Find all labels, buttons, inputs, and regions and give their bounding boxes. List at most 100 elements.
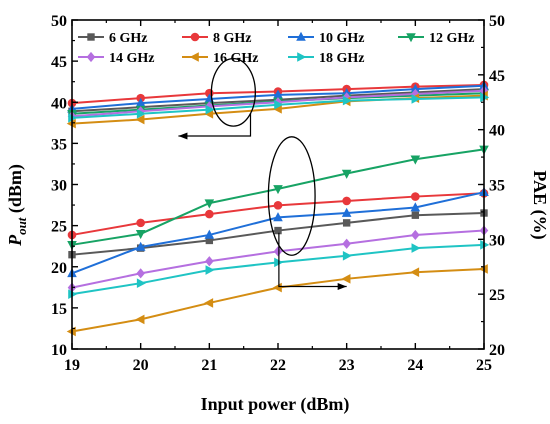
pae-point bbox=[273, 201, 283, 210]
pae-point bbox=[342, 219, 351, 227]
legend-item-5: 16 GHz bbox=[182, 51, 259, 66]
legend-item-2: 10 GHz bbox=[288, 31, 365, 46]
pout-point bbox=[411, 94, 421, 104]
legend-marker bbox=[86, 51, 96, 63]
pae-point bbox=[136, 268, 145, 279]
pae-point bbox=[410, 202, 421, 212]
y-right-tick-label: 35 bbox=[489, 178, 505, 195]
legend-item-0: 6 GHz bbox=[78, 31, 148, 46]
y-right-tick-label: 20 bbox=[489, 342, 505, 359]
pae-point bbox=[205, 256, 214, 267]
pae-point bbox=[204, 199, 215, 209]
x-tick-label: 22 bbox=[270, 357, 286, 374]
y-axis-title-right: PAE (%) bbox=[529, 170, 550, 239]
pae-point bbox=[341, 207, 352, 217]
pae-point bbox=[273, 246, 283, 257]
y-right-tick-label: 25 bbox=[489, 287, 505, 304]
axes: 19 20 21 22 23 24 2510152025303540455020253035… bbox=[51, 13, 505, 374]
pae-point bbox=[205, 265, 215, 275]
annotation-arrow-line bbox=[278, 232, 347, 288]
legend: 6 GHz 8 GHz 10 GHz 12 GHz 14 GHz 16 GHz 18 GHz bbox=[78, 31, 475, 66]
y-right-tick-label: 45 bbox=[489, 68, 505, 85]
legend-marker bbox=[297, 52, 307, 62]
legend-label: 8 GHz bbox=[213, 31, 252, 46]
annotation-0 bbox=[178, 58, 256, 140]
pout-point bbox=[135, 97, 146, 107]
annotation-ellipse bbox=[267, 136, 316, 256]
plot-frame bbox=[71, 19, 485, 350]
pae-point bbox=[273, 212, 283, 222]
legend-marker bbox=[189, 52, 199, 62]
legend-marker bbox=[190, 32, 200, 42]
pout-point bbox=[274, 99, 284, 110]
y-left-tick-label: 10 bbox=[51, 342, 67, 359]
pae-point bbox=[136, 218, 145, 228]
y-left-tick-label: 15 bbox=[51, 301, 67, 318]
y-axis-title-left-main: P bbox=[5, 234, 25, 247]
y-right-tick-label: 50 bbox=[489, 13, 505, 30]
annotation-arrowhead bbox=[337, 282, 347, 290]
pae-point bbox=[135, 241, 146, 251]
y-left-tick-label: 45 bbox=[51, 54, 67, 71]
pae-line-5 bbox=[71, 267, 485, 333]
legend-marker bbox=[296, 31, 306, 41]
pae-point bbox=[411, 211, 420, 219]
y-left-tick-label: 30 bbox=[51, 178, 67, 195]
x-tick-label: 19 bbox=[64, 357, 80, 374]
pae-point bbox=[274, 226, 282, 235]
legend-item-6: 18 GHz bbox=[288, 51, 365, 66]
legend-label: 12 GHz bbox=[429, 31, 475, 46]
legend-label: 14 GHz bbox=[109, 51, 155, 66]
pae-point bbox=[205, 236, 214, 245]
plot-area bbox=[66, 58, 490, 337]
annotation-1 bbox=[267, 136, 347, 290]
annotation-arrow-line bbox=[178, 113, 252, 137]
y-axis-title-left-suffix: (dBm) bbox=[5, 164, 26, 218]
pae-point bbox=[411, 243, 421, 253]
x-tick-label: 21 bbox=[201, 357, 217, 374]
legend-item-4: 14 GHz bbox=[78, 51, 155, 66]
legend-item-3: 12 GHz bbox=[398, 31, 475, 46]
y-left-tick-label: 50 bbox=[51, 13, 67, 30]
series-6 bbox=[68, 92, 490, 299]
pae-point bbox=[204, 229, 215, 239]
y-left-tick-label: 20 bbox=[51, 260, 67, 277]
y-left-tick-label: 25 bbox=[51, 219, 67, 236]
pout-point bbox=[136, 108, 146, 119]
pae-point bbox=[135, 230, 146, 240]
x-tick-label: 24 bbox=[407, 357, 423, 374]
pae-point bbox=[136, 278, 146, 288]
legend-marker bbox=[87, 33, 95, 41]
annotation-arrowhead bbox=[178, 132, 188, 140]
pae-point bbox=[272, 282, 282, 293]
pae-point bbox=[135, 314, 145, 325]
pae-point bbox=[342, 238, 351, 249]
y-axis-title-left: Pout (dBm) bbox=[5, 164, 29, 247]
pout-point bbox=[273, 89, 283, 99]
legend-label: 18 GHz bbox=[319, 51, 365, 66]
y-axis-title-left-sub: out bbox=[14, 217, 29, 235]
legend-label: 6 GHz bbox=[109, 31, 148, 46]
pae-point bbox=[204, 298, 214, 308]
pae-point bbox=[205, 209, 214, 219]
y-left-tick-label: 40 bbox=[51, 95, 67, 112]
y-right-tick-label: 30 bbox=[489, 232, 505, 249]
pae-point bbox=[411, 192, 420, 201]
annotation-ellipse bbox=[210, 58, 256, 127]
legend-label: 16 GHz bbox=[213, 51, 259, 66]
pae-point bbox=[411, 229, 420, 241]
pae-point bbox=[410, 155, 421, 165]
legend-item-1: 8 GHz bbox=[182, 31, 252, 46]
x-tick-label: 23 bbox=[339, 357, 355, 374]
y-left-tick-label: 35 bbox=[51, 136, 67, 153]
pae-point bbox=[342, 250, 352, 261]
pae-line-4 bbox=[71, 229, 485, 289]
pae-point bbox=[342, 196, 351, 206]
pae-point bbox=[273, 185, 283, 195]
pae-point bbox=[341, 274, 351, 284]
legend-marker bbox=[406, 33, 416, 43]
pae-point bbox=[410, 267, 420, 278]
y-right-tick-label: 40 bbox=[489, 123, 505, 140]
x-axis-title: Input power (dBm) bbox=[201, 394, 350, 415]
